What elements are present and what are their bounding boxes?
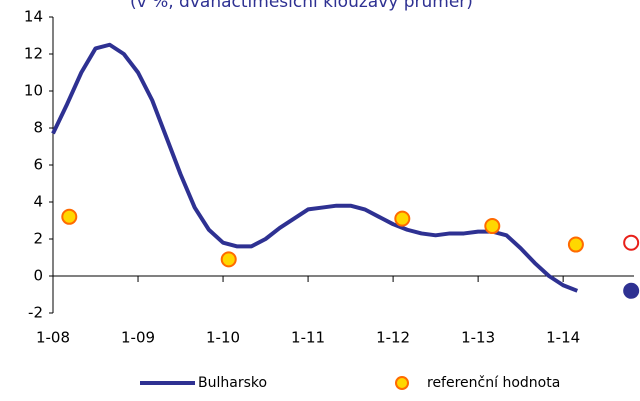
y-tick-label: 8 xyxy=(33,119,43,137)
y-tick-label: 6 xyxy=(33,156,43,174)
y-tick-label: 12 xyxy=(24,45,43,63)
legend-label: referenční hodnota xyxy=(427,375,560,391)
x-tick-label: 1-09 xyxy=(121,329,155,347)
line-series xyxy=(51,42,579,293)
x-tick-label: 1-14 xyxy=(546,329,580,347)
y-tick-label: -2 xyxy=(28,304,43,322)
marker xyxy=(220,251,237,268)
marker xyxy=(623,282,640,299)
x-tick-label: 1-08 xyxy=(36,329,70,347)
marker xyxy=(394,210,411,227)
y-tick-label: 0 xyxy=(33,267,43,285)
marker xyxy=(567,236,584,253)
y-tick-label: 14 xyxy=(24,8,43,26)
marker xyxy=(484,218,501,235)
marker xyxy=(623,234,640,251)
legend-marker xyxy=(395,376,409,390)
y-tick-label: 4 xyxy=(33,193,43,211)
marker xyxy=(61,208,78,225)
chart-title: (v %, dvanáctiměsíční klouzavý průměr) xyxy=(130,0,473,12)
x-tick-label: 1-12 xyxy=(376,329,410,347)
x-tick-label: 1-10 xyxy=(206,329,240,347)
y-tick-label: 2 xyxy=(33,230,43,248)
legend-label: Bulharsko xyxy=(198,375,267,391)
x-tick-label: 1-11 xyxy=(291,329,325,347)
x-tick-label: 1-13 xyxy=(461,329,495,347)
y-tick-label: 10 xyxy=(24,82,43,100)
